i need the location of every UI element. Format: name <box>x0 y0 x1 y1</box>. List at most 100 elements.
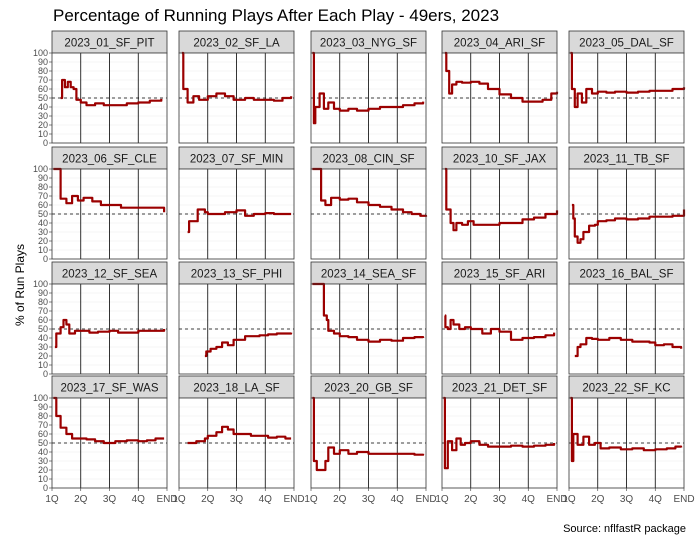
series-line <box>312 167 428 217</box>
y-tick-label: 80 <box>38 66 48 76</box>
y-tick-label: 90 <box>38 402 48 412</box>
series-line <box>60 78 163 107</box>
x-tick-label: 1Q <box>172 494 186 505</box>
facet-title: 2023_04_ARI_SF <box>454 38 545 50</box>
facet-title: 2023_21_DET_SF <box>452 383 547 395</box>
facet-panel: 2023_16_BAL_SF <box>568 261 685 375</box>
facet-title: 2023_08_CIN_SF <box>322 154 414 166</box>
facet-panel: 2023_08_CIN_SF <box>310 146 428 260</box>
facet-panel: 2023_15_SF_ARI <box>441 261 558 375</box>
y-tick-label: 70 <box>38 191 48 201</box>
facet-panel: 2023_10_SF_JAX <box>441 146 559 260</box>
x-tick-label: 3Q <box>620 494 634 505</box>
y-tick-label: 90 <box>38 57 48 67</box>
y-tick-label: 10 <box>38 129 48 139</box>
facet-panel: 2023_03_NYG_SF <box>310 30 427 144</box>
y-tick-label: 10 <box>38 245 48 255</box>
x-tick-label: 4Q <box>391 494 405 505</box>
x-tick-label: END <box>156 494 177 505</box>
facet-title: 2023_03_NYG_SF <box>320 38 417 50</box>
series-line <box>443 396 556 470</box>
x-tick-label: 3Q <box>103 494 117 505</box>
facet-title: 2023_10_SF_JAX <box>453 154 547 166</box>
x-tick-label: 1Q <box>304 494 318 505</box>
facet-panel: 2023_11_TB_SF <box>568 146 686 260</box>
series-line <box>181 51 293 104</box>
chart-caption: Source: nflfastR package <box>563 523 686 535</box>
panel-border <box>310 283 427 375</box>
panel-border <box>568 52 685 144</box>
y-tick-label: 90 <box>38 173 48 183</box>
panel-border <box>310 168 427 260</box>
x-tick-label: 3Q <box>362 494 376 505</box>
x-tick-label: 2Q <box>201 494 215 505</box>
panel-border <box>178 168 295 260</box>
y-tick-label: 90 <box>38 288 48 298</box>
series-line <box>312 282 425 343</box>
facet-panel: 2023_20_GB_SF 1Q 2Q 3Q 4Q END <box>304 375 437 505</box>
x-tick-label: 4Q <box>649 494 663 505</box>
y-tick-label: 70 <box>38 306 48 316</box>
y-tick-label: 60 <box>38 429 48 439</box>
facet-panel: 2023_14_SEA_SF <box>310 261 427 375</box>
facet-title: 2023_15_SF_ARI <box>454 269 545 281</box>
series-line <box>53 167 166 213</box>
y-tick-label: 10 <box>38 360 48 370</box>
y-tick-label: 80 <box>38 411 48 421</box>
series-line <box>53 396 165 445</box>
y-tick-label: 60 <box>38 315 48 325</box>
x-tick-label: 2Q <box>464 494 478 505</box>
x-tick-label: 2Q <box>74 494 88 505</box>
y-tick-label: 100 <box>33 164 48 174</box>
x-tick-label: 4Q <box>522 494 536 505</box>
facet-title: 2023_01_SF_PIT <box>64 38 154 50</box>
x-tick-label: 3Q <box>493 494 507 505</box>
series-line <box>204 332 293 358</box>
facet-title: 2023_07_SF_MIN <box>190 154 283 166</box>
y-tick-label: 30 <box>38 456 48 466</box>
series-line <box>574 336 683 358</box>
series-line <box>444 51 559 103</box>
y-tick-label: 100 <box>33 393 48 403</box>
y-tick-label: 80 <box>38 297 48 307</box>
facet-panel: 2023_22_SF_KC 1Q 2Q 3Q 4Q END <box>562 375 695 505</box>
panel-border <box>568 283 685 375</box>
chart-title: Percentage of Running Plays After Each P… <box>53 6 500 25</box>
series-line <box>444 167 559 232</box>
facet-title: 2023_16_BAL_SF <box>580 269 674 281</box>
y-tick-label: 30 <box>38 227 48 237</box>
y-tick-label: 70 <box>38 420 48 430</box>
facet-title: 2023_22_SF_KC <box>582 383 670 395</box>
panel-border <box>178 283 295 375</box>
y-tick-label: 10 <box>38 474 48 484</box>
x-tick-label: END <box>546 494 567 505</box>
panel-border <box>178 52 295 144</box>
y-tick-label: 60 <box>38 84 48 94</box>
x-tick-label: 1Q <box>562 494 576 505</box>
facet-title: 2023_05_DAL_SF <box>579 38 674 50</box>
panel-border <box>441 283 558 375</box>
y-tick-label: 40 <box>38 102 48 112</box>
panel-border <box>310 52 427 144</box>
facet-title: 2023_11_TB_SF <box>583 154 669 166</box>
y-tick-label: 40 <box>38 333 48 343</box>
facet-title: 2023_13_SF_PHI <box>191 269 282 281</box>
panel-border <box>441 168 558 260</box>
y-tick-label: 0 <box>43 369 48 379</box>
x-tick-label: 3Q <box>230 494 244 505</box>
panel-border <box>441 52 558 144</box>
facet-panel: 2023_04_ARI_SF <box>441 30 559 144</box>
x-tick-label: 2Q <box>333 494 347 505</box>
y-tick-label: 30 <box>38 342 48 352</box>
series-line <box>312 51 425 125</box>
y-tick-label: 70 <box>38 75 48 85</box>
facet-panel: 2023_21_DET_SF 1Q 2Q 3Q 4Q END <box>435 375 568 505</box>
y-tick-label: 60 <box>38 200 48 210</box>
facet-panel: 2023_13_SF_PHI <box>178 261 295 375</box>
x-tick-label: 1Q <box>435 494 449 505</box>
y-tick-label: 30 <box>38 111 48 121</box>
facet-title: 2023_20_GB_SF <box>324 383 413 395</box>
facet-title: 2023_14_SEA_SF <box>321 269 416 281</box>
